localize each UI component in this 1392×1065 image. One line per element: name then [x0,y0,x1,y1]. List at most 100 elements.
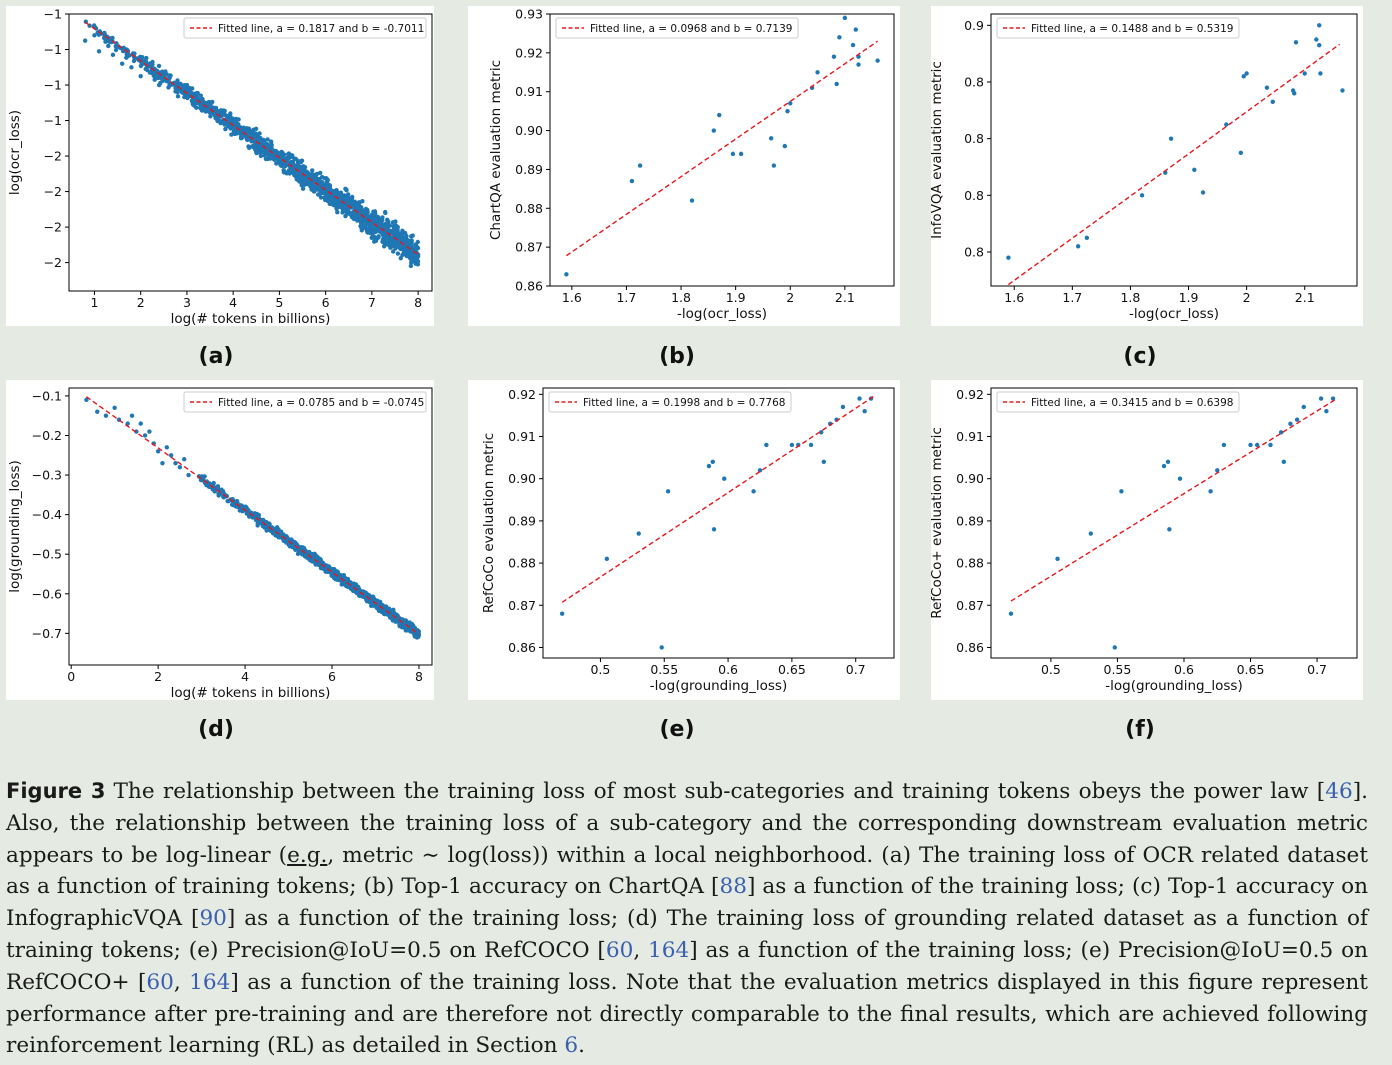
caption-sep: , [173,969,190,995]
scatter-point [407,626,412,631]
caption-text-4: ] as a function of the training loss; (c… [6,874,1368,932]
scatter-point [757,468,763,473]
legend-label: Fitted line, a = 0.3415 and b = 0.6398 [1031,397,1233,409]
citation-link[interactable]: 60 [605,937,634,963]
scatter-point [253,149,259,154]
scatter-point [1302,71,1307,76]
scatter-point [706,463,712,469]
scatter-point [112,405,117,410]
scatter-point [604,556,610,562]
scatter-point [219,114,224,119]
scatter-point [359,210,364,216]
scatter-point [325,182,330,187]
y-axis-label: log(ocr_loss) [7,110,23,195]
scatter-point [665,489,671,494]
scatter-point [318,170,323,176]
scatter-point [185,95,190,101]
scatter-point [259,520,264,525]
scatter-point [1006,255,1011,260]
scatter-point [125,54,130,59]
scatter-point [1254,442,1260,448]
scatter-point [380,218,385,223]
scatter-point [229,132,234,137]
scatter-point [343,186,348,191]
scatter-point [173,85,178,91]
citation-link[interactable]: 46 [1325,779,1353,804]
scatter-point [1294,417,1300,422]
section-link[interactable]: 6 [564,1033,579,1059]
scatter-point [764,442,769,448]
scatter-point [388,613,393,618]
y-tick-label: 0.8 [964,75,984,90]
scatter-point [219,119,224,125]
chart-a: 1 2 3 4 5 6 7 8 −1 −1 −1 −1 −2 −2 −2 −2 log(# tokens in … [7,7,433,326]
scatter-point [258,146,263,151]
scatter-point [323,197,328,203]
scatter-point [1318,71,1323,76]
scatter-point [103,39,108,44]
citation-link[interactable]: 60 [146,969,174,995]
scatter-point [160,460,165,466]
y-tick-label: 0.86 [508,640,536,655]
chart-c: 1.6 1.7 1.8 1.9 2 2.1 0.8 0.8 0.8 0.8 0.9 -log(ocr_… [931,13,1358,322]
scatter-point [258,135,263,141]
scatter-point [862,409,867,414]
scatter-point [234,121,240,126]
x-tick-label: 1.7 [1062,290,1082,305]
scatter-point [395,251,401,256]
citation-link[interactable]: 90 [199,906,227,932]
scatter-point [376,235,381,240]
scatter-point [1317,42,1322,48]
x-tick-label: 2 [1243,290,1251,305]
legend-box [183,391,427,413]
citation-link[interactable]: 164 [189,969,231,995]
fit-line [85,396,420,635]
scatter-point [300,180,306,186]
scatter-point [771,163,777,168]
scatter-point [228,111,233,116]
scatter-point [236,117,241,122]
scatter-point [360,199,365,204]
y-tick-label: 0.93 [515,7,543,22]
y-tick-label: −2 [44,220,62,235]
legend-box [548,391,792,413]
scatter-point [384,223,390,228]
scatter-point [332,197,337,203]
scatter-point [247,128,252,133]
scatter-point [95,409,100,414]
y-tick-label: 0.90 [508,471,536,486]
x-axis-label: -log(grounding_loss) [1105,678,1242,694]
scatter-point [392,239,397,244]
fit-line [565,40,879,257]
scatter-point [356,205,361,210]
x-tick-label: 0 [67,669,75,684]
scatter-point [367,230,372,235]
scatter-point [252,134,258,139]
scatter-point [286,169,292,174]
scatter-point [390,220,396,225]
scatter-point [119,61,125,66]
scatter-point [1088,531,1094,536]
scatter-point [1324,409,1329,414]
citation-link[interactable]: 164 [648,937,690,963]
scatter-point [356,214,362,220]
scatter-point [182,457,187,462]
citation-link[interactable]: 88 [719,874,747,900]
scatter-point [808,442,814,448]
scatter-point [393,228,398,233]
caption-text-1: The relationship between the training lo… [113,779,1326,804]
y-axis-label: InfoVQA evaluation metric [931,61,945,239]
scatter-point [1340,88,1345,93]
y-tick-label: −1 [44,78,62,93]
y-tick-label: −2 [44,149,62,164]
x-tick-label: 1.6 [562,290,582,305]
y-tick-label: 0.9 [964,18,984,33]
scatter-point [102,30,107,36]
scatter-point [1075,244,1081,249]
scatter-point [409,260,414,265]
x-tick-label: 4 [229,295,237,310]
scatter-point [84,397,89,403]
legend-box [183,17,427,39]
x-tick-label: 0.6 [1174,662,1194,677]
scatter-point [314,561,320,567]
